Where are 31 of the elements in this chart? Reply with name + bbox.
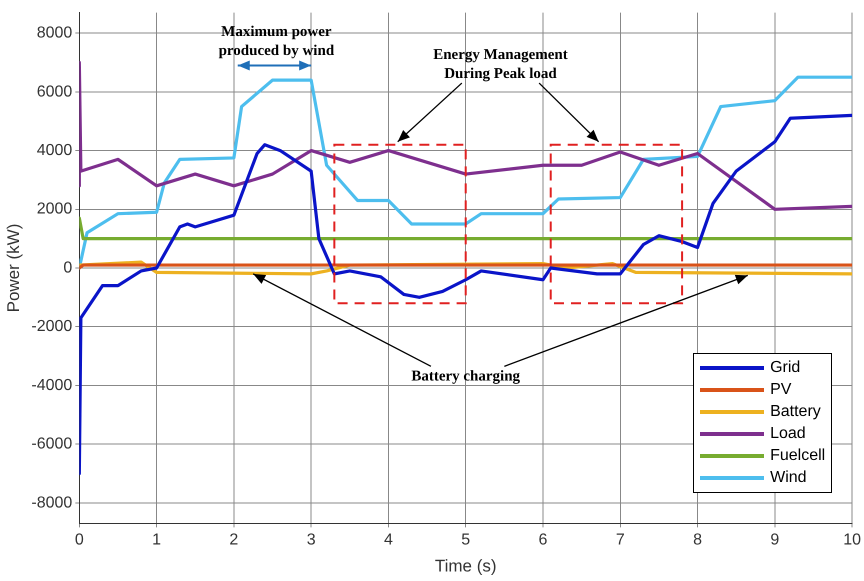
y-axis-title: Power (kW) <box>4 224 23 312</box>
legend-label: Grid <box>770 359 800 378</box>
x-axis-title: Time (s) <box>434 556 497 576</box>
x-tick-label: 1 <box>152 531 162 548</box>
legend-label: Fuelcell <box>770 447 826 466</box>
annotation: Maximum power produced by wind <box>218 22 336 61</box>
x-tick-label: 4 <box>384 531 393 548</box>
annotation: Energy Management During Peak load <box>432 46 569 84</box>
y-tick-label: -4000 <box>31 376 72 394</box>
y-tick-label: 0 <box>63 259 72 276</box>
y-tick-label: 2000 <box>36 200 72 218</box>
x-tick-label: 2 <box>229 531 238 548</box>
y-tick-label: -2000 <box>31 318 72 336</box>
x-tick-label: 7 <box>616 531 625 548</box>
y-tick-label: -6000 <box>31 436 72 453</box>
legend-label: Battery <box>770 403 821 422</box>
y-tick-label: 4000 <box>36 142 72 159</box>
x-tick-label: 10 <box>843 531 862 548</box>
y-tick-label: -8000 <box>31 494 72 512</box>
x-tick-label: 0 <box>74 531 84 548</box>
x-tick-label: 5 <box>461 531 470 548</box>
legend-label: PV <box>770 381 792 400</box>
y-tick-label: 8000 <box>36 24 72 42</box>
x-tick-label: 8 <box>693 531 702 548</box>
legend-label: Wind <box>770 469 807 488</box>
x-tick-label: 9 <box>770 531 780 548</box>
y-tick-label: 6000 <box>36 83 72 100</box>
x-tick-label: 3 <box>306 531 316 548</box>
annotation: Battery charging <box>410 367 522 386</box>
legend-label: Load <box>770 425 806 444</box>
x-tick-label: 6 <box>538 531 548 548</box>
